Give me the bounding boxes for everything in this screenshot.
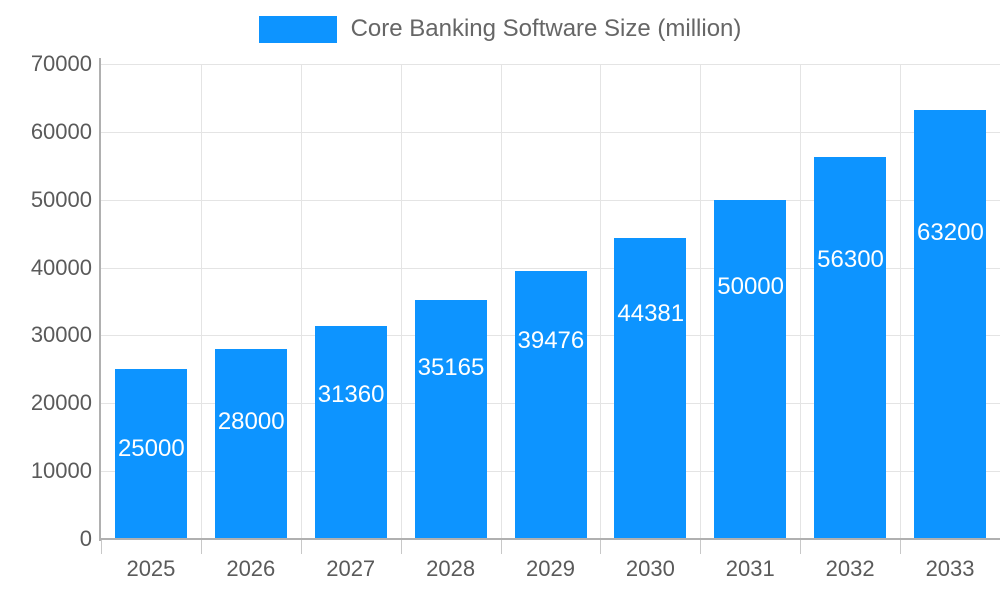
bar-value-label: 44381 [617, 300, 685, 327]
x-gridline [700, 64, 701, 539]
bar[interactable] [214, 349, 287, 539]
y-axis-tick-label: 30000 [30, 322, 92, 348]
x-axis-tick-mark [800, 540, 801, 554]
x-gridline [800, 64, 801, 539]
bar[interactable] [114, 369, 187, 539]
x-axis-tick-mark [700, 540, 701, 554]
bar[interactable] [714, 199, 787, 539]
bar-value-label: 39476 [517, 327, 585, 354]
x-gridline [301, 64, 302, 539]
bar[interactable] [314, 326, 387, 539]
bar-value-label: 31360 [317, 381, 385, 408]
x-axis-tick-label: 2028 [426, 556, 476, 581]
x-axis-tick-mark [900, 540, 901, 554]
y-axis-tick-label: 50000 [30, 186, 92, 212]
x-axis-tick-mark [401, 540, 402, 554]
x-axis-tick-label: 2031 [725, 556, 775, 581]
x-gridline [900, 64, 901, 539]
y-gridline [101, 131, 1000, 133]
y-axis-tick-label: 20000 [30, 390, 92, 416]
x-gridline [201, 64, 202, 539]
x-axis-tick-label: 2026 [226, 556, 276, 581]
bar-value-label: 25000 [117, 435, 185, 462]
y-axis-tick-label: 40000 [30, 254, 92, 280]
bar[interactable] [414, 300, 487, 539]
x-gridline [600, 64, 601, 539]
bar-value-label: 28000 [217, 408, 285, 435]
bar-value-label: 35165 [417, 354, 485, 381]
y-axis-line [99, 58, 101, 541]
chart-legend: Core Banking Software Size (million) [0, 10, 1000, 48]
x-axis-tick-label: 2030 [625, 556, 675, 581]
legend-label: Core Banking Software Size (million) [350, 15, 742, 42]
y-axis-tick-label: 70000 [30, 51, 92, 76]
x-axis-tick-label: 2032 [825, 556, 875, 581]
y-axis-tick-label: 60000 [30, 118, 92, 144]
bar[interactable] [614, 237, 687, 539]
x-axis-tick-labels: 2025 2026 2027 2028 2029 2030 2031 2032 2033 [101, 558, 1000, 592]
bar-value-label: 63200 [917, 219, 984, 246]
legend-color-swatch [258, 15, 337, 43]
y-gridline [101, 267, 1000, 269]
plot-area [101, 64, 1000, 540]
x-gridline [501, 64, 502, 539]
x-axis-tick-mark [501, 540, 502, 554]
bar-value-label: 56300 [817, 246, 884, 273]
x-axis-tick-mark [301, 540, 302, 554]
bar-value-label: 50000 [717, 273, 785, 300]
bar[interactable] [814, 156, 887, 539]
x-axis-tick-mark [600, 540, 601, 554]
x-gridline [401, 64, 402, 539]
x-axis-tick-label: 2033 [925, 556, 975, 581]
bar[interactable] [514, 271, 587, 539]
y-axis-tick-label: 0 [79, 526, 92, 551]
y-axis-tick-labels: 0 10000 20000 30000 40000 50000 60000 70000 [0, 0, 92, 600]
y-gridline [101, 199, 1000, 201]
x-axis-line [99, 538, 1000, 540]
y-axis-tick-label: 10000 [30, 458, 92, 484]
x-axis-tick-label: 2025 [126, 556, 176, 581]
bar[interactable] [914, 110, 987, 539]
x-axis-tick-label: 2027 [326, 556, 376, 581]
x-axis-tick-label: 2029 [526, 556, 575, 581]
x-axis-tick-mark [101, 540, 102, 554]
y-gridline [101, 64, 1000, 65]
x-axis-tick-mark [201, 540, 202, 554]
